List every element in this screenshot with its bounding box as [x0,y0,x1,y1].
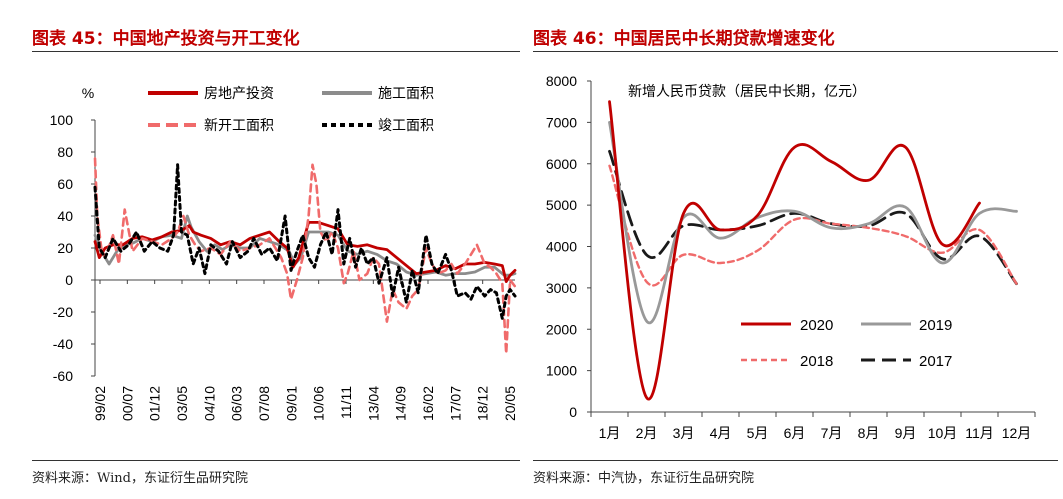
x-tick-label: 1月 [599,425,621,441]
figure-45-panel: 图表 45：中国地产投资与开工变化 房地产投资 施工面积 新开工面积 竣工面积 … [0,0,520,499]
legend-label-new-starts: 新开工面积 [204,117,274,133]
x-tick-label: 17/07 [447,386,463,421]
x-tick-label: 9月 [895,425,917,441]
y-tick-label: 2000 [546,321,577,337]
x-tick-label: 4月 [710,425,732,441]
x-tick-label: 2月 [636,425,658,441]
figure-46-source-rule [533,460,1058,461]
y-tick-label: 5000 [546,197,577,213]
y-tick-label: 20 [57,240,73,256]
x-tick-label: 18/12 [475,386,491,421]
y-tick-label: 8000 [546,73,577,89]
legend-label-construction-area: 施工面积 [378,85,434,101]
figure-45-title: 图表 45：中国地产投资与开工变化 [32,29,300,49]
x-tick-label: 07/08 [256,386,272,421]
series-line-2020 [608,100,981,401]
y-tick-label: 0 [65,272,73,288]
y-tick-label: 1000 [546,363,577,379]
x-tick-label: 99/02 [92,386,108,421]
x-tick-label: 6月 [784,425,806,441]
legend-label-2019: 2019 [919,317,952,334]
y-tick-label: 80 [57,144,73,160]
figure-46-chart: 新增人民币贷款（居民中长期，亿元） 2020 2019 2018 2017 0 1… [546,73,1036,441]
x-tick-label: 8月 [858,425,880,441]
figure-45-source-rule [32,460,520,461]
x-tick-label: 04/10 [201,386,217,421]
y-tick-label: -40 [53,336,73,352]
figure-45-chart: 房地产投资 施工面积 新开工面积 竣工面积 % -60 -40 -20 0 20 40 60… [50,85,518,421]
x-tick-label: 5月 [747,425,769,441]
figure-46-legend: 2020 2019 2018 2017 [741,317,952,370]
series-line-2019 [608,121,1018,325]
y-tick-label: 6000 [546,156,577,172]
x-tick-label: 06/03 [229,386,245,421]
series-line-2 [93,157,517,355]
legend-label-2018: 2018 [800,353,833,370]
y-tick-label: -60 [53,368,73,384]
x-tick-label: 03/05 [174,386,190,421]
x-tick-label: 13/04 [365,386,381,421]
legend-label-completions: 竣工面积 [378,117,434,133]
figure-46-source: 资料来源：中汽协，东证衍生品研究院 [533,471,755,486]
y-tick-label: -20 [53,304,73,320]
y-tick-label: 40 [57,208,73,224]
x-tick-label: 3月 [673,425,695,441]
x-tick-label: 01/12 [147,386,163,421]
figure-45-legend: 房地产投资 施工面积 新开工面积 竣工面积 [148,85,434,133]
figure-45-title-rule [32,51,520,52]
y-tick-label: 3000 [546,280,577,296]
y-tick-label: 100 [50,112,74,128]
figure-45-source: 资料来源：Wind，东证衍生品研究院 [32,471,248,486]
figure-46-title-rule [533,51,1058,52]
legend-label-real-estate-investment: 房地产投资 [204,85,274,101]
legend-label-2017: 2017 [919,353,952,370]
y-tick-label: 7000 [546,114,577,130]
legend-label-2020: 2020 [800,317,833,334]
figure-45-y-unit: % [82,85,94,101]
x-tick-label: 7月 [821,425,843,441]
x-tick-label: 00/07 [119,386,135,421]
y-tick-label: 60 [57,176,73,192]
y-tick-label: 0 [569,404,577,420]
x-tick-label: 14/09 [393,386,409,421]
x-tick-label: 16/02 [420,386,436,421]
figure-46-annotation: 新增人民币贷款（居民中长期，亿元） [628,83,866,99]
x-tick-label: 11月 [965,425,994,441]
x-tick-label: 20/05 [502,386,518,421]
x-tick-label: 10/06 [311,386,327,421]
series-line-3 [93,163,517,320]
x-tick-label: 09/01 [283,386,299,421]
series-line-2018 [608,164,1018,287]
x-tick-label: 12月 [1002,425,1032,441]
y-tick-label: 4000 [546,239,577,255]
figure-46-panel: 图表 46：中国居民中长期贷款增速变化 新增人民币贷款（居民中长期，亿元） 20… [523,0,1063,499]
x-tick-label: 10月 [928,425,958,441]
x-tick-label: 11/11 [338,386,354,419]
series-line-2017 [608,149,1018,286]
figure-46-title: 图表 46：中国居民中长期贷款增速变化 [533,29,835,49]
